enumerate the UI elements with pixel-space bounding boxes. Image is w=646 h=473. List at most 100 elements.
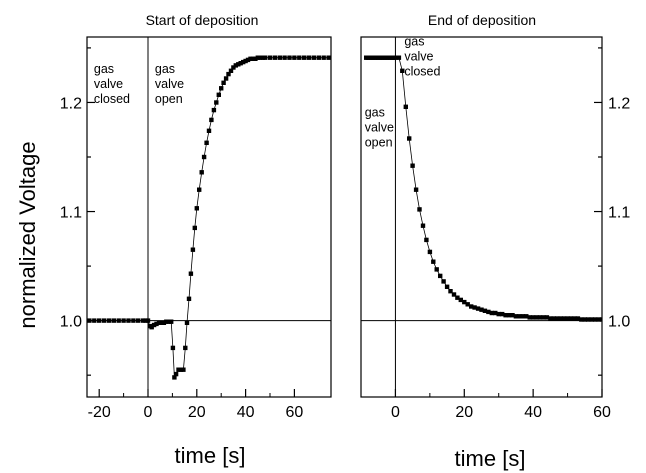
end-data-point [544,315,550,320]
end-data-point [396,55,402,60]
end-panel-title: End of deposition [428,12,536,28]
start-data-point [243,58,248,64]
start-x-tick-label: 40 [237,404,255,421]
start-data-point [106,318,112,323]
end-data-point [534,315,539,320]
start-data-point [188,271,194,276]
end-data-point [448,289,453,294]
end-data-point [589,317,594,322]
end-data-point [438,273,443,279]
end-data-point [444,284,450,289]
end-data-point [400,68,405,73]
start-y-tick-label: 1.1 [60,205,82,222]
end-data-point [575,316,581,321]
start-data-point [216,92,221,97]
start-data-point [209,117,214,123]
end-data-point [475,306,481,311]
end-data-point [572,316,577,321]
start-x-tick-label: 20 [188,404,206,421]
end-data-point [441,279,446,284]
end-panel-frame [360,36,603,398]
start-data-point [97,318,102,323]
start-data-point [140,318,146,323]
end-data-point [403,104,408,109]
end-data-point [548,316,553,321]
start-data-point [302,55,307,60]
start-data-point [201,154,207,160]
start-data-point [126,318,131,323]
end-data-point [407,136,412,141]
start-data-point [149,325,154,330]
end-annotation: gas valve open [365,105,394,149]
start-data-point [145,318,151,323]
start-x-tick-label: 60 [286,404,304,421]
start-data-point [181,367,186,372]
start-data-point [306,55,312,60]
end-data-point [458,297,463,303]
y-axis-label: normalized Voltage [15,141,40,328]
start-data-point [176,367,181,372]
start-data-point [211,107,217,113]
end-data-point [451,292,457,297]
start-data-point [248,56,253,61]
start-data-point [111,318,116,323]
end-data-point [413,187,419,192]
end-data-point [420,223,426,228]
start-data-point [184,320,190,325]
end-data-point [524,314,529,319]
start-data-point [206,128,212,133]
end-data-point [479,307,484,312]
start-data-point [316,55,321,60]
start-data-point [272,55,278,60]
start-data-point [169,319,174,324]
end-data-point [503,313,508,318]
end-data-point [424,237,429,243]
end-annotation: gas valve closed [404,35,440,79]
start-data-point [260,55,265,60]
start-data-point [186,296,192,301]
start-data-point [197,187,202,192]
start-x-tick-label: -20 [88,404,111,421]
end-data-point [510,313,515,318]
end-data-point [537,315,543,320]
end-x-tick-label: 20 [455,404,473,421]
end-data-point [393,55,398,60]
start-data-point [231,65,236,70]
start-data-point [190,247,196,252]
start-data-point [159,320,164,325]
start-data-point [321,55,326,60]
start-data-point [297,55,302,60]
end-data-point [493,310,498,316]
start-data-point [221,80,226,85]
end-data-point [496,311,501,317]
start-y-tick-label: 1.2 [60,95,82,112]
end-data-point [599,317,602,322]
start-data-point [194,206,199,211]
end-data-point [486,309,491,315]
end-data-point [513,314,519,319]
start-data-point [287,55,292,60]
end-data-point [586,317,591,322]
start-data-point [173,371,179,377]
start-data-point [262,55,268,60]
start-data-point [250,56,256,61]
end-data-point [596,317,601,322]
end-data-point [558,316,563,321]
start-data-point [214,100,219,105]
start-data-point [156,320,162,325]
start-data-point [233,63,238,68]
end-data-point [568,316,574,321]
start-data-point [178,367,184,372]
start-data-point [164,319,169,324]
start-x-tick-label: 0 [144,404,153,421]
end-data-point [410,163,415,168]
end-data-point [517,314,522,319]
start-data-point [292,55,297,60]
end-data-point [427,249,433,255]
start-data-point [170,345,176,351]
end-data-point [592,317,598,322]
end-data-point [489,310,494,316]
end-series-line [366,57,602,320]
start-data-point [154,321,159,327]
